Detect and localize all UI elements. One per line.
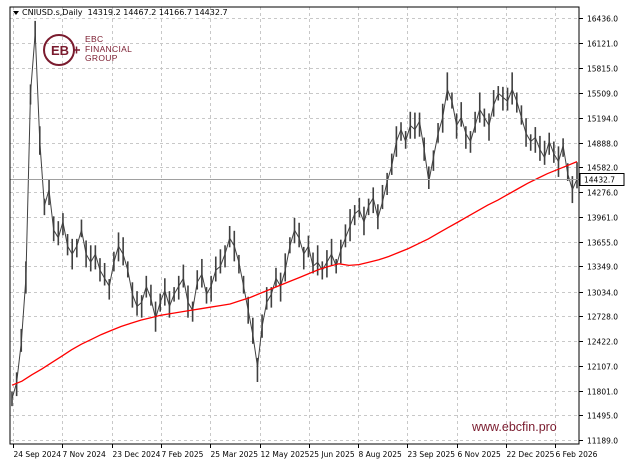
y-tick-label: 15194.0: [587, 115, 618, 124]
y-tick-label: 11495.0: [587, 412, 618, 421]
grid: [10, 7, 579, 444]
price-line: [11, 32, 578, 400]
series-layer: [10, 20, 579, 407]
y-tick-label: 13349.0: [587, 263, 618, 272]
y-tick-label: 11801.0: [587, 388, 618, 397]
ohlc-values: 14319.2 14467.2 14166.7 14432.7: [87, 8, 228, 17]
y-tick-label: 16121.0: [587, 40, 618, 49]
y-tick-label: 14888.0: [587, 140, 618, 149]
brand-line-2: FINANCIAL: [85, 43, 133, 54]
x-tick-label: 22 Dec 2025: [507, 450, 555, 459]
dropdown-triangle-icon[interactable]: [13, 11, 19, 15]
y-tick-label: 13655.0: [587, 239, 618, 248]
brand-line-3: GROUP: [85, 53, 118, 63]
y-tick-label: 13034.0: [587, 289, 618, 298]
y-tick-label: 16436.0: [587, 15, 618, 24]
y-tick-label: 11189.0: [587, 437, 618, 446]
current-price-label: 14432.7: [584, 176, 615, 185]
svg-text:EB: EB: [51, 43, 69, 58]
current-price-box: [579, 173, 625, 186]
y-tick-label: 14582.0: [587, 164, 618, 173]
x-tick-label: 7 Nov 2024: [63, 450, 106, 459]
y-tick-label: 15815.0: [587, 65, 618, 74]
website-link[interactable]: www.ebcfin.pro: [472, 420, 557, 434]
y-tick-label: 12728.0: [587, 313, 618, 322]
x-tick-label: 24 Sep 2024: [14, 450, 62, 459]
y-tick-label: 13961.0: [587, 214, 618, 223]
y-tick-label: 12422.0: [587, 338, 618, 347]
y-tick-label: 12107.0: [587, 363, 618, 372]
x-tick-label: 6 Nov 2025: [458, 450, 501, 459]
x-tick-label: 8 Aug 2025: [359, 450, 402, 459]
symbol-label: CNIUSD.s,Daily: [22, 8, 83, 17]
ebc-logo-icon: EB: [43, 34, 80, 66]
x-tick-label: 25 Mar 2025: [211, 450, 259, 459]
x-tick-label: 23 Sep 2025: [408, 450, 456, 459]
brand-line-1: EBC: [85, 34, 104, 44]
x-tick-label: 12 May 2025: [261, 450, 310, 459]
y-tick-label: 15509.0: [587, 90, 618, 99]
brand-name: EBC FINANCIAL GROUP: [85, 34, 133, 64]
x-tick-label: 7 Feb 2025: [162, 450, 204, 459]
x-tick-label: 23 Dec 2024: [113, 450, 161, 459]
moving-average-line: [11, 160, 578, 386]
x-tick-label: 6 Feb 2026: [556, 450, 598, 459]
chart-header: CNIUSD.s,Daily 14319.2 14467.2 14166.7 1…: [22, 8, 228, 17]
axes: 16436.0 16121.0 15815.0 15509.0 15194.0 14888…: [9, 6, 625, 459]
y-tick-label: 14276.0: [587, 189, 618, 198]
plot-frame: [9, 6, 580, 445]
x-tick-label: 25 Jun 2025: [310, 450, 355, 459]
